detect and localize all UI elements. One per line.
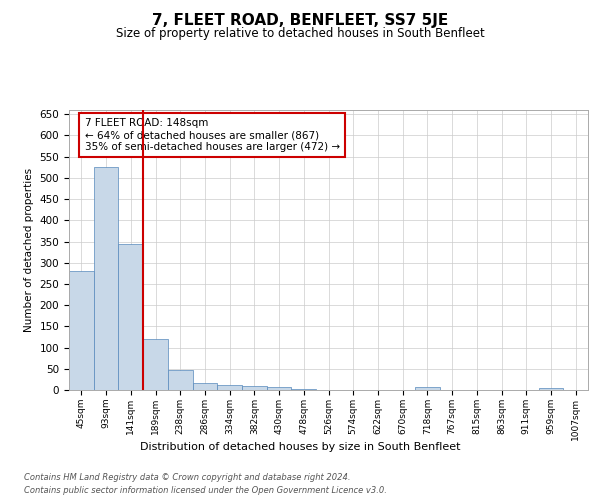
Bar (267, 388, 292, 390)
Bar (143, 339, 168, 390)
Bar (539, 388, 563, 390)
Text: Distribution of detached houses by size in South Benfleet: Distribution of detached houses by size … (140, 442, 460, 452)
Text: Size of property relative to detached houses in South Benfleet: Size of property relative to detached ho… (116, 28, 484, 40)
Bar (69, 271, 94, 390)
Bar (292, 389, 316, 390)
Text: 7 FLEET ROAD: 148sqm
← 64% of detached houses are smaller (867)
35% of semi-deta: 7 FLEET ROAD: 148sqm ← 64% of detached h… (85, 118, 340, 152)
Bar (118, 244, 143, 390)
Text: Contains HM Land Registry data © Crown copyright and database right 2024.: Contains HM Land Registry data © Crown c… (24, 472, 350, 482)
Bar (415, 388, 440, 390)
Y-axis label: Number of detached properties: Number of detached properties (24, 168, 34, 332)
Bar (242, 386, 267, 390)
Bar (94, 168, 118, 390)
Text: Contains public sector information licensed under the Open Government Licence v3: Contains public sector information licen… (24, 486, 387, 495)
Bar (168, 370, 193, 390)
Text: 7, FLEET ROAD, BENFLEET, SS7 5JE: 7, FLEET ROAD, BENFLEET, SS7 5JE (152, 12, 448, 28)
Bar (217, 385, 242, 390)
Bar (193, 383, 217, 390)
